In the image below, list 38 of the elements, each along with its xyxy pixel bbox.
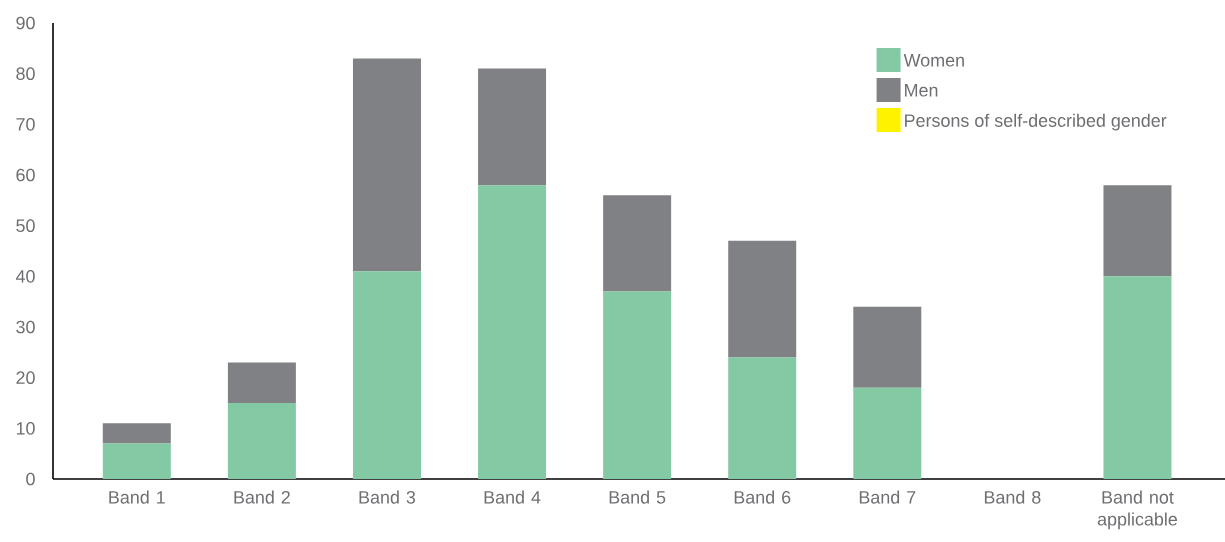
legend-label: Men [905, 84, 938, 97]
y-tick-label: 10 [16, 421, 35, 435]
y-tick-label: 90 [16, 16, 35, 30]
bar [352, 58, 421, 272]
bar [227, 362, 296, 403]
x-tick-label: Band 2 [234, 490, 290, 504]
legend-label: Women [903, 54, 964, 67]
y-tick-label: 80 [16, 67, 35, 81]
bar [478, 185, 547, 479]
x-tick-label: Band 4 [484, 490, 541, 504]
bar [478, 68, 547, 186]
y-tick-label: 30 [16, 320, 35, 334]
y-tick-label: 20 [16, 371, 35, 385]
x-tick-label: Band 8 [984, 490, 1041, 504]
x-tick-label: Band not applicable [1097, 490, 1178, 530]
bar [603, 291, 672, 479]
bar [1103, 276, 1172, 479]
bar [352, 271, 421, 479]
x-tick-label: Band 6 [734, 490, 791, 504]
bar [853, 306, 922, 388]
x-tick-label: Band 1 [109, 490, 165, 504]
legend-label: Persons of self-described gender [905, 113, 1167, 131]
bar [603, 195, 672, 292]
bar [102, 443, 171, 479]
bar [227, 403, 296, 479]
bar [728, 240, 797, 358]
x-tick-label: Band 5 [609, 490, 666, 504]
y-tick-label: 50 [16, 219, 35, 233]
bar [102, 423, 171, 444]
y-tick-label: 40 [15, 269, 35, 283]
x-tick-label: Band 3 [359, 490, 416, 504]
bar [728, 357, 797, 479]
x-tick-label: Band 7 [859, 490, 916, 504]
bar [1103, 185, 1172, 277]
y-tick-label: 70 [16, 117, 35, 131]
bar [853, 387, 922, 479]
y-tick-label: 0 [26, 472, 35, 486]
y-tick-label: 60 [16, 168, 35, 182]
